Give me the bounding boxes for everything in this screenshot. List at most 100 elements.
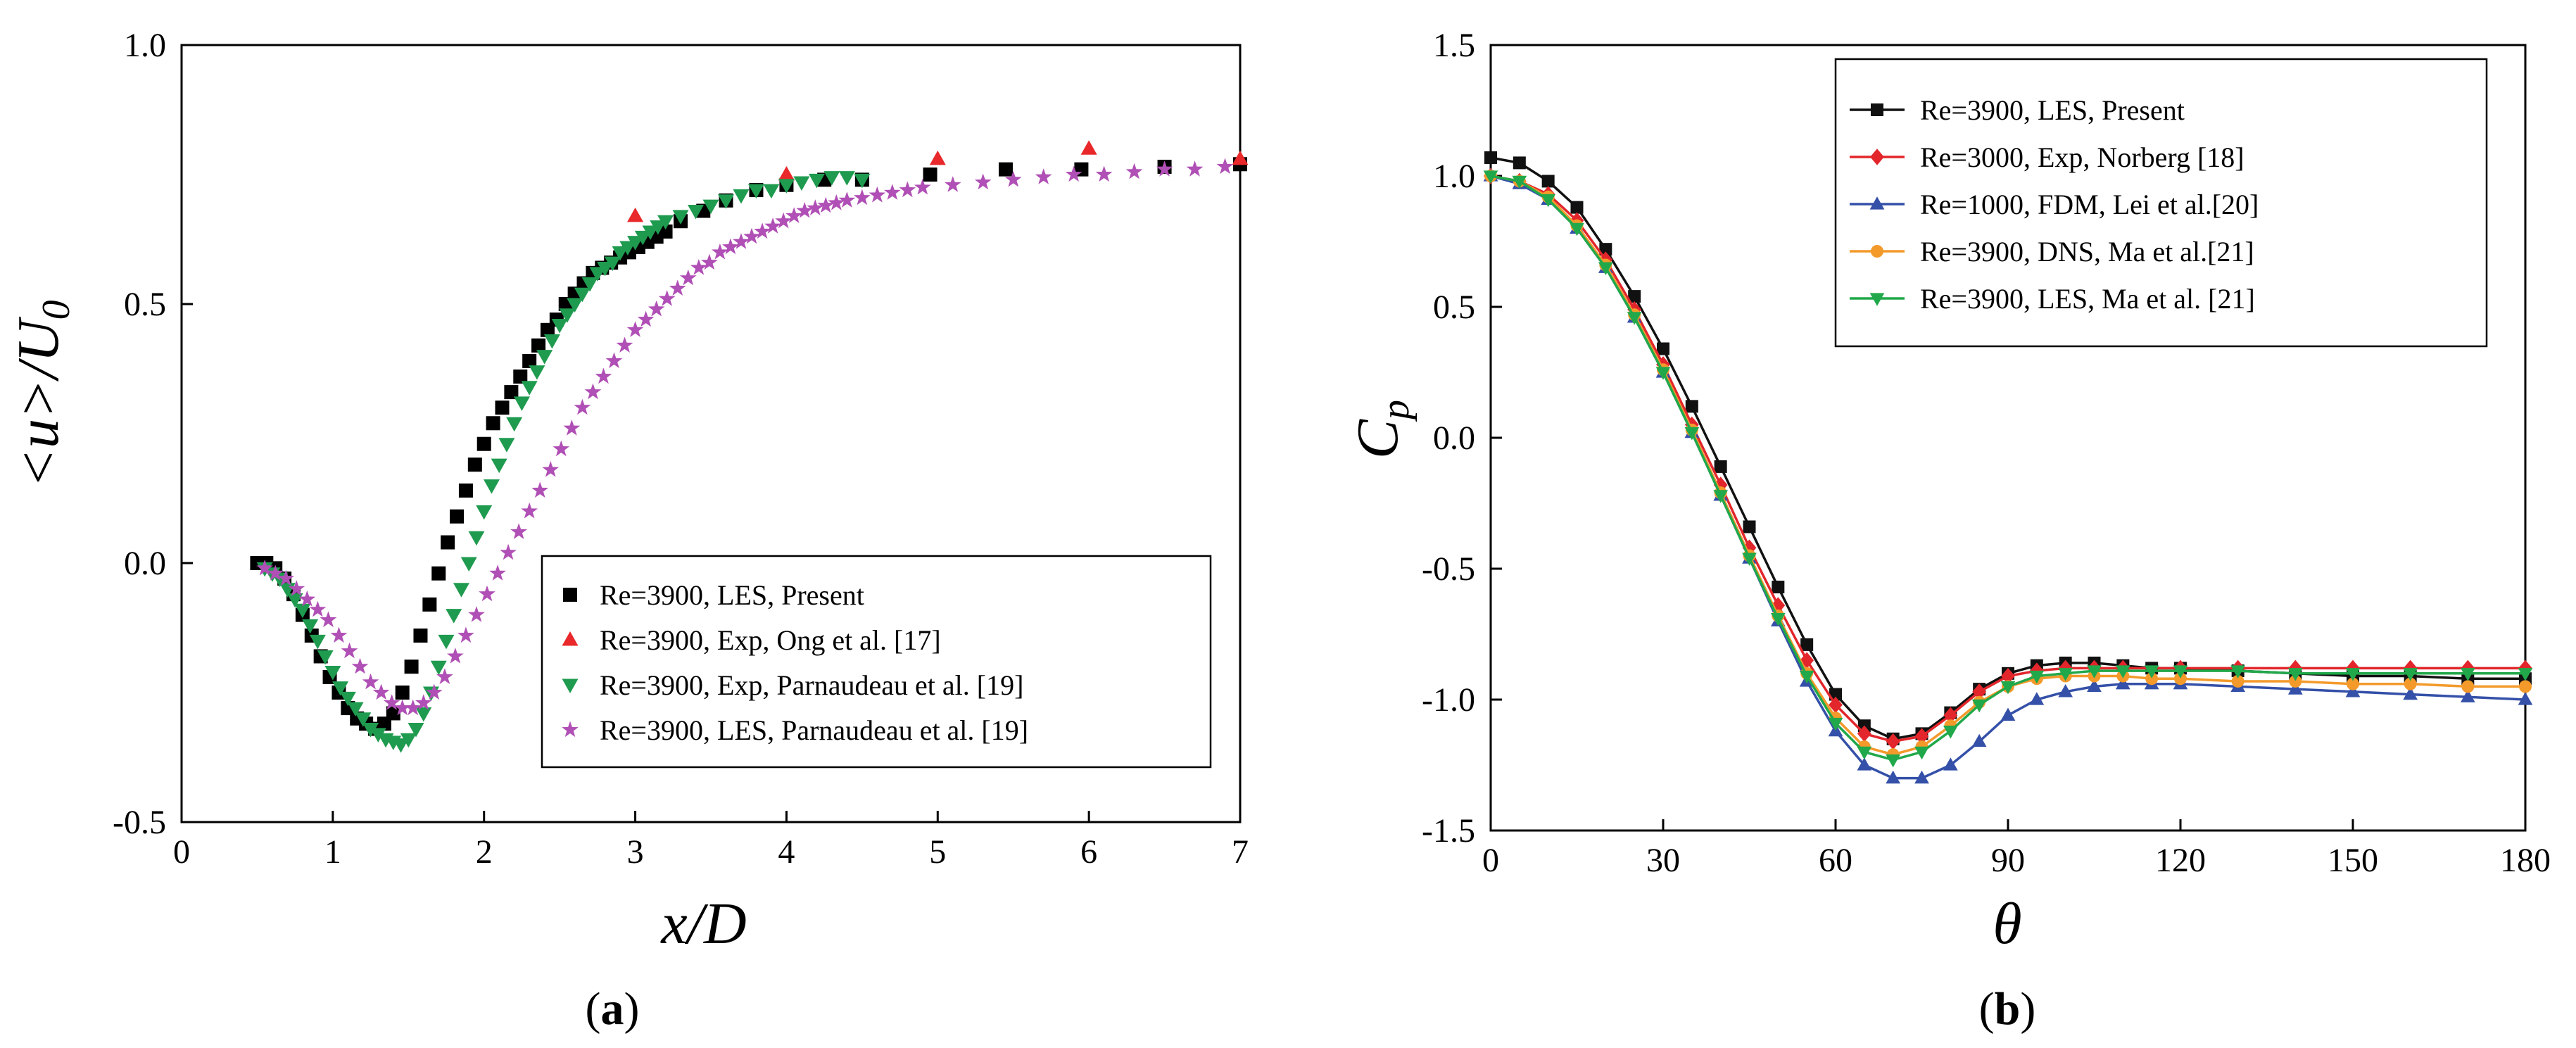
panel-a-data-point <box>467 457 482 472</box>
panel-a-data-point <box>341 642 358 659</box>
panel-a-data-point <box>347 702 364 717</box>
panel-a-data-point <box>637 310 655 327</box>
panel-a-data-point <box>974 173 992 190</box>
panel-b-x-axis-label: θ <box>1993 891 2021 957</box>
panel-b-y-tick-label: -1.5 <box>1422 812 1475 850</box>
panel-a-data-point <box>854 189 871 206</box>
panel-b-data-point <box>2115 665 2130 678</box>
panel-b-data-point <box>1829 688 1842 701</box>
panel-b-data-point <box>1857 757 1872 771</box>
panel-b-data-point <box>2029 692 2045 705</box>
panel-b-data-point <box>2230 665 2246 678</box>
panel-a-data-point <box>672 210 689 225</box>
panel-a-data-point <box>458 483 473 498</box>
panel-a-legend-label: Re=3900, LES, Present <box>600 579 864 611</box>
panel-b-y-tick-label: 1.0 <box>1433 158 1475 195</box>
panel-b-y-axis-label-subscript: p <box>1374 400 1418 422</box>
panel-a-legend-entry: Re=3900, Exp, Ong et al. [17] <box>562 624 941 656</box>
panel-a-data-point <box>294 603 311 619</box>
panel-a-data-point <box>688 205 705 220</box>
panel-b-data-point <box>2345 684 2361 697</box>
panel-a-data-point <box>807 199 824 215</box>
panel-b-legend-box <box>1834 58 2488 348</box>
panel-a-data-point <box>899 181 916 198</box>
panel-a-data-point <box>584 383 602 400</box>
panel-b-y-axis-label: Cp <box>1345 400 1418 459</box>
panel-a-data-point <box>626 321 644 337</box>
panel-a-data-point <box>658 290 676 306</box>
panel-a-data-point <box>619 241 636 256</box>
panel-a-data-point <box>702 199 719 215</box>
panel-a-y-tick-label: -0.5 <box>113 804 166 841</box>
panel-b-data-point <box>1541 194 1556 208</box>
panel-b-legend-marker <box>1871 245 1883 258</box>
panel-a-data-point <box>486 416 500 431</box>
panel-a-data-point <box>479 585 495 602</box>
panel-a-data-point <box>286 593 303 608</box>
panel-a-x-tick-label: 3 <box>627 833 644 871</box>
panel-a-series-2 <box>627 140 1249 222</box>
panel-a-data-point <box>650 220 667 235</box>
panel-a-data-point <box>817 196 835 213</box>
panel-a-data-point <box>436 668 453 684</box>
panel-a-data-point <box>413 629 428 643</box>
panel-a-data-point <box>1035 168 1052 184</box>
panel-a-data-point <box>332 681 349 696</box>
panel-b-data-point <box>1800 652 1814 669</box>
panel-b-legend-marker <box>1871 103 1883 116</box>
panel-a-data-point <box>457 626 474 643</box>
panel-a-x-axis-label: x/D <box>659 891 746 957</box>
panel-b-data-point <box>1799 670 1814 684</box>
panel-b-data-point <box>1886 754 1901 768</box>
panel-a-data-point <box>793 176 810 191</box>
panel-a-data-point <box>415 694 432 710</box>
panel-a-legend-box <box>541 555 1212 769</box>
panel-a-data-point <box>383 694 400 710</box>
panel-b-data-point <box>1800 638 1814 651</box>
panel-b-data-point <box>1943 757 1958 771</box>
panel-a-data-point <box>658 224 673 239</box>
panel-b-series-5 <box>1483 170 2533 768</box>
panel-b-series-line <box>1490 175 2525 743</box>
panel-b-data-point <box>2403 686 2418 700</box>
panel-a-legend-label: Re=3900, Exp, Parnaudeau et al. [19] <box>600 669 1023 701</box>
panel-a-data-point <box>597 261 614 277</box>
panel-b-plot-area: 0 30 60 90 120 150 180 -1.5 -1.0 -0.5 0.0 0.5 1.0 1.5 <box>1422 27 2551 879</box>
panel-a-data-point <box>531 481 549 498</box>
panel-b-legend-entry: Re=3900, LES, Ma et al. [21] <box>1850 283 2255 315</box>
panel-a-data-point <box>929 150 946 165</box>
panel-a-legend-marker <box>563 588 577 602</box>
panel-b-caption-letter: b <box>1995 983 2021 1035</box>
panel-b-legend-entry: Re=3900, LES, Present <box>1850 94 2185 126</box>
panel-a-data-point <box>717 194 734 209</box>
panel-b-data-point <box>1570 201 1584 214</box>
panel-b-x-tick-label: 180 <box>2500 842 2551 879</box>
panel-a-data-point <box>408 723 424 738</box>
panel-a-data-point <box>944 176 961 192</box>
panel-b-data-point <box>2231 674 2244 688</box>
panel-b-data-point <box>2518 692 2533 705</box>
panel-b-data-point <box>1628 290 1641 303</box>
panel-a-data-point <box>1156 160 1173 177</box>
panel-a-data-point <box>1004 170 1022 187</box>
panel-a-data-point <box>498 438 515 453</box>
panel-a-data-point <box>415 707 432 722</box>
panel-b-y-tick-label: -0.5 <box>1422 550 1475 588</box>
panel-a-data-point <box>536 350 553 365</box>
panel-a-plot-area: 0 1 2 3 4 5 6 7 -0.5 0.0 0.5 1.0 <box>113 27 1249 871</box>
panel-b-data-point <box>2174 672 2187 686</box>
panel-a-data-point <box>513 370 528 384</box>
panel-b-data-point <box>2173 665 2188 678</box>
panel-a-data-point <box>778 166 795 181</box>
panel-a-data-point <box>395 686 410 700</box>
panel-a-legend-label: Re=3900, LES, Parnaudeau et al. [19] <box>600 714 1028 746</box>
panel-a-data-point <box>595 367 612 384</box>
panel-a-data-point <box>425 683 443 700</box>
panel-b-data-point <box>1771 597 1786 614</box>
panel-a-data-point <box>320 611 337 628</box>
panel-a-x-tick-label: 4 <box>778 833 795 871</box>
panel-b-data-point <box>2144 665 2159 678</box>
panel-b-x-tick-label: 30 <box>1646 842 1680 879</box>
panel-a-data-point <box>431 566 446 581</box>
panel-b-data-point <box>1713 490 1729 503</box>
